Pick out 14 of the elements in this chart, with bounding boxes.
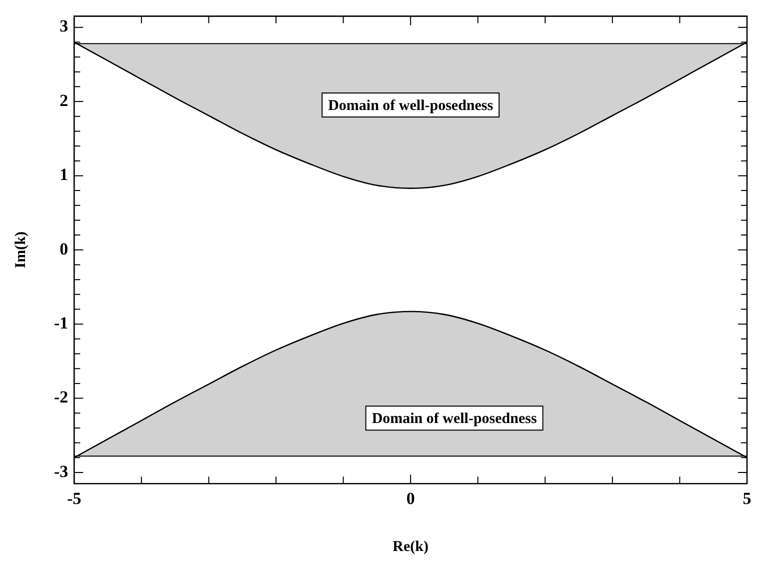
y-tick-label: 0 (60, 239, 68, 258)
y-tick-label: 2 (60, 90, 68, 110)
y-axis-title: Im(k) (12, 232, 29, 268)
annotation: Domain of well-posedness (328, 98, 494, 114)
y-tick-label: -3 (54, 462, 68, 481)
annotation: Domain of well-posedness (372, 411, 537, 428)
y-tick-label: 1 (60, 165, 68, 184)
y-tick-label: 3 (60, 16, 68, 36)
x-tick-label: 5 (742, 489, 752, 508)
x-tick-label: 0 (406, 489, 415, 508)
x-axis-title: Re(k) (392, 538, 428, 555)
y-tick-label: -2 (54, 388, 68, 407)
y-tick-label: -1 (54, 313, 68, 332)
x-tick-label: -5 (67, 489, 82, 508)
